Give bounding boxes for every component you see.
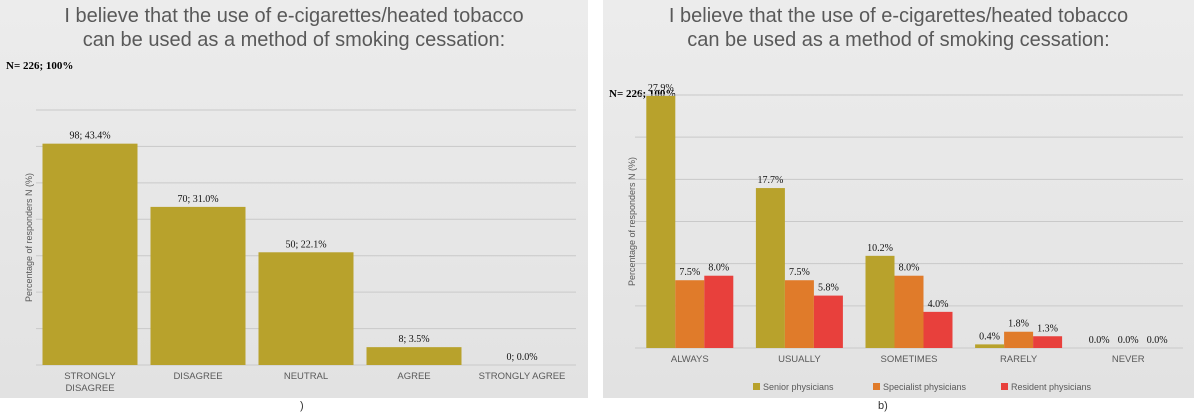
bar-resident bbox=[704, 275, 734, 348]
y-axis-label: Percentage of responders N (%) bbox=[627, 157, 637, 286]
sample-size-note-a: N= 226; 100% bbox=[6, 60, 74, 72]
x-tick-label: STRONGLY bbox=[64, 371, 116, 382]
data-label: 4.0% bbox=[928, 299, 949, 310]
bar-resident bbox=[1033, 336, 1063, 348]
bar-specialist bbox=[784, 280, 814, 348]
data-label: 8; 3.5% bbox=[398, 334, 429, 345]
data-label: 7.5% bbox=[789, 267, 810, 278]
data-label: 50; 22.1% bbox=[285, 239, 326, 250]
data-label: 0; 0.0% bbox=[506, 352, 537, 363]
legend-entry: Senior physicians bbox=[763, 382, 834, 392]
bar bbox=[42, 143, 138, 365]
bar-chart-a: Percentage of responders N (%) 98; 43.4% S… bbox=[24, 109, 576, 394]
panel-letter-b: b) bbox=[878, 400, 888, 412]
data-label: 8.0% bbox=[899, 263, 920, 274]
bar bbox=[150, 206, 246, 365]
bar bbox=[258, 252, 354, 365]
bar bbox=[366, 347, 462, 365]
data-label: 0.4% bbox=[979, 331, 1000, 342]
x-tick-label: NEVER bbox=[1112, 354, 1145, 365]
legend-entry: Specialist physicians bbox=[883, 382, 967, 392]
data-label: 8.0% bbox=[708, 263, 729, 274]
chart-panel-a: I believe that the use of e-cigarettes/h… bbox=[0, 0, 588, 398]
data-label: 70; 31.0% bbox=[177, 194, 218, 205]
data-label: 7.5% bbox=[679, 267, 700, 278]
chart-panel-b: I believe that the use of e-cigarettes/h… bbox=[603, 0, 1194, 398]
chart-title-a: I believe that the use of e-cigarettes/h… bbox=[64, 5, 524, 51]
panel-letter-a: ) bbox=[300, 400, 304, 412]
legend-swatch bbox=[1001, 383, 1008, 390]
bar-senior bbox=[975, 344, 1005, 348]
data-label: 27.9% bbox=[648, 83, 674, 94]
x-tick-label: USUALLY bbox=[778, 354, 821, 365]
chart-title-b: I believe that the use of e-cigarettes/h… bbox=[668, 5, 1129, 51]
legend-swatch bbox=[873, 383, 880, 390]
x-tick-label: NEUTRAL bbox=[284, 371, 328, 382]
legend-swatch bbox=[753, 383, 760, 390]
legend-entry: Resident physicians bbox=[1011, 382, 1092, 392]
x-tick-label: SOMETIMES bbox=[880, 354, 937, 365]
data-label: 0.0% bbox=[1147, 335, 1168, 346]
bar-chart-b: Percentage of responders N (%) 27.9% 7.5% 8… bbox=[627, 83, 1183, 392]
x-tick-label: AGREE bbox=[397, 371, 430, 382]
bar-resident bbox=[923, 311, 953, 348]
x-tick-label: DISAGREE bbox=[65, 383, 114, 394]
x-tick-label: RARELY bbox=[1000, 354, 1038, 365]
data-label: 1.8% bbox=[1008, 319, 1029, 330]
data-label: 1.3% bbox=[1037, 323, 1058, 334]
x-tick-label: DISAGREE bbox=[173, 371, 222, 382]
data-label: 17.7% bbox=[757, 175, 783, 186]
data-label: 0.0% bbox=[1089, 335, 1110, 346]
bar-senior bbox=[646, 95, 676, 349]
bar-resident bbox=[813, 295, 843, 348]
data-label: 10.2% bbox=[867, 243, 893, 254]
x-tick-label: STRONGLY AGREE bbox=[479, 371, 566, 382]
data-label: 5.8% bbox=[818, 283, 839, 294]
bar-specialist bbox=[675, 280, 705, 348]
data-label: 0.0% bbox=[1118, 335, 1139, 346]
bar-specialist bbox=[894, 275, 924, 348]
data-label: 98; 43.4% bbox=[69, 131, 110, 142]
bar-senior bbox=[755, 188, 785, 348]
bar-specialist bbox=[1004, 331, 1034, 348]
bar-senior bbox=[865, 255, 895, 348]
x-tick-label: ALWAYS bbox=[671, 354, 709, 365]
y-axis-label: Percentage of responders N (%) bbox=[24, 173, 34, 302]
